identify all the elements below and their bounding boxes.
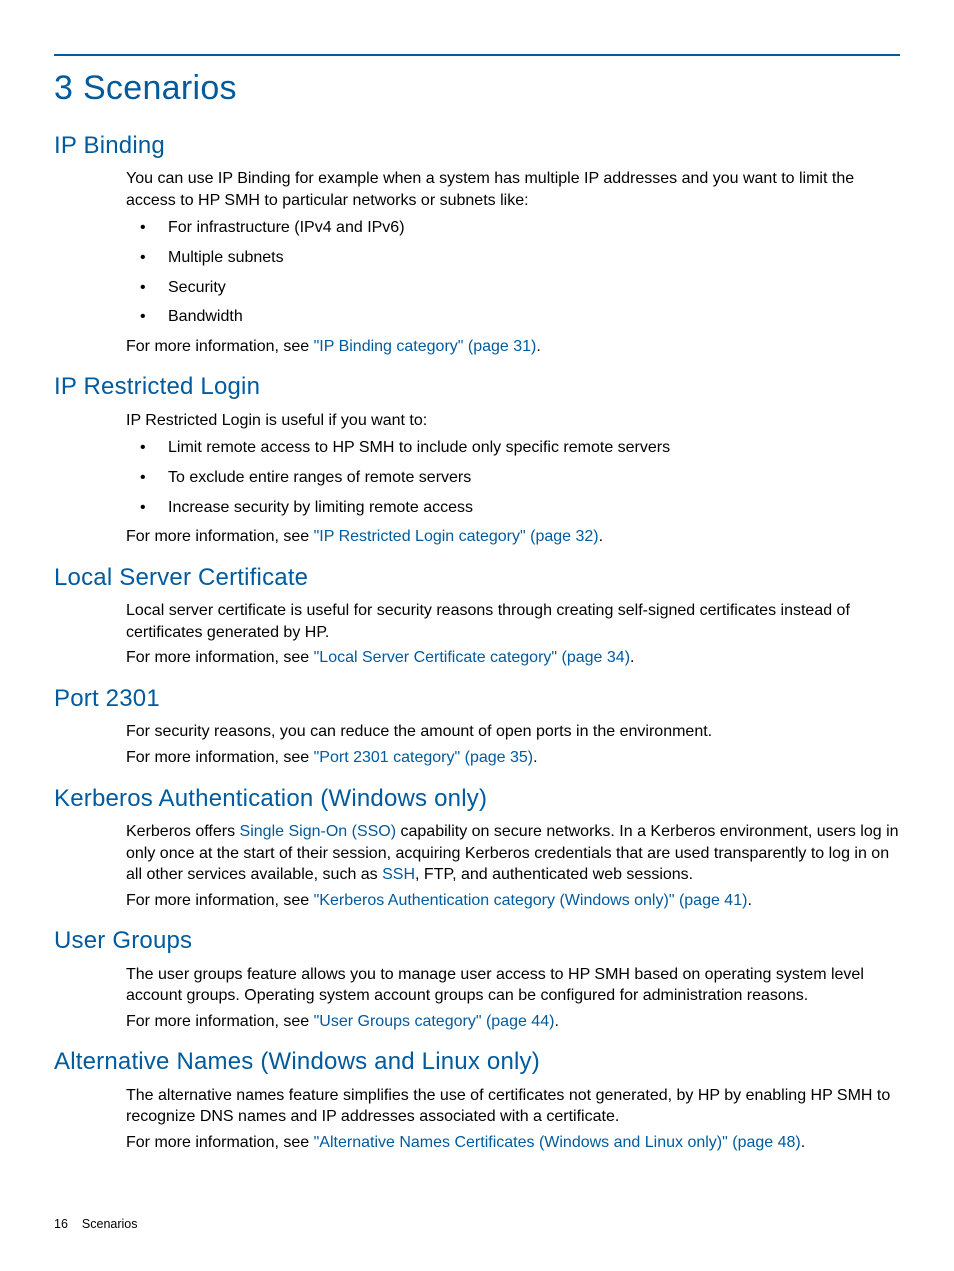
section-body-local-cert: Local server certificate is useful for s…	[126, 600, 900, 669]
more-suffix: .	[554, 1013, 558, 1030]
cross-ref-link[interactable]: "User Groups category" (page 44)	[314, 1013, 555, 1030]
bullet-list: For infrastructure (IPv4 and IPv6) Multi…	[126, 217, 900, 327]
section-body-ip-restricted: IP Restricted Login is useful if you wan…	[126, 410, 900, 548]
chapter-title: 3 Scenarios	[54, 54, 900, 112]
more-prefix: For more information, see	[126, 892, 314, 909]
glossary-link-sso[interactable]: Single Sign-On (SSO)	[240, 823, 397, 840]
more-info-line: For more information, see "IP Binding ca…	[126, 336, 900, 358]
bullet-list: Limit remote access to HP SMH to include…	[126, 437, 900, 518]
more-prefix: For more information, see	[126, 338, 314, 355]
list-item: Security	[126, 277, 900, 299]
more-info-line: For more information, see "Port 2301 cat…	[126, 747, 900, 769]
more-prefix: For more information, see	[126, 649, 314, 666]
more-info-line: For more information, see "Alternative N…	[126, 1132, 900, 1154]
section-heading-port-2301: Port 2301	[54, 683, 900, 715]
more-info-line: For more information, see "IP Restricted…	[126, 526, 900, 548]
page-container: 3 Scenarios IP Binding You can use IP Bi…	[0, 0, 954, 1271]
cross-ref-link[interactable]: "IP Restricted Login category" (page 32)	[314, 528, 599, 545]
intro-text: Kerberos offers Single Sign-On (SSO) cap…	[126, 821, 900, 886]
more-suffix: .	[801, 1134, 805, 1151]
more-info-line: For more information, see "Local Server …	[126, 647, 900, 669]
section-body-user-groups: The user groups feature allows you to ma…	[126, 964, 900, 1033]
cross-ref-link[interactable]: "Port 2301 category" (page 35)	[314, 749, 534, 766]
more-prefix: For more information, see	[126, 1134, 314, 1151]
list-item: To exclude entire ranges of remote serve…	[126, 467, 900, 489]
intro-text: For security reasons, you can reduce the…	[126, 721, 900, 743]
more-suffix: .	[599, 528, 603, 545]
intro-text: You can use IP Binding for example when …	[126, 168, 900, 211]
intro-text: Local server certificate is useful for s…	[126, 600, 900, 643]
section-body-alt-names: The alternative names feature simplifies…	[126, 1085, 900, 1154]
cross-ref-link[interactable]: "IP Binding category" (page 31)	[314, 338, 537, 355]
more-info-line: For more information, see "User Groups c…	[126, 1011, 900, 1033]
section-heading-user-groups: User Groups	[54, 925, 900, 957]
intro-text: IP Restricted Login is useful if you wan…	[126, 410, 900, 432]
cross-ref-link[interactable]: "Local Server Certificate category" (pag…	[314, 649, 630, 666]
footer-section-name: Scenarios	[82, 1217, 138, 1231]
more-suffix: .	[747, 892, 751, 909]
more-prefix: For more information, see	[126, 528, 314, 545]
section-heading-alt-names: Alternative Names (Windows and Linux onl…	[54, 1046, 900, 1078]
list-item: Multiple subnets	[126, 247, 900, 269]
cross-ref-link[interactable]: "Alternative Names Certificates (Windows…	[314, 1134, 801, 1151]
page-footer: 16 Scenarios	[54, 1216, 138, 1233]
glossary-link-ssh[interactable]: SSH	[382, 866, 415, 883]
intro-text: The user groups feature allows you to ma…	[126, 964, 900, 1007]
section-heading-kerberos: Kerberos Authentication (Windows only)	[54, 783, 900, 815]
section-body-kerberos: Kerberos offers Single Sign-On (SSO) cap…	[126, 821, 900, 911]
more-suffix: .	[630, 649, 634, 666]
page-number: 16	[54, 1217, 68, 1231]
more-suffix: .	[536, 338, 540, 355]
more-prefix: For more information, see	[126, 1013, 314, 1030]
section-heading-ip-binding: IP Binding	[54, 130, 900, 162]
more-suffix: .	[533, 749, 537, 766]
list-item: Limit remote access to HP SMH to include…	[126, 437, 900, 459]
text-fragment: , FTP, and authenticated web sessions.	[415, 866, 693, 883]
section-body-port-2301: For security reasons, you can reduce the…	[126, 721, 900, 768]
intro-text: The alternative names feature simplifies…	[126, 1085, 900, 1128]
more-prefix: For more information, see	[126, 749, 314, 766]
cross-ref-link[interactable]: "Kerberos Authentication category (Windo…	[314, 892, 748, 909]
list-item: Increase security by limiting remote acc…	[126, 497, 900, 519]
more-info-line: For more information, see "Kerberos Auth…	[126, 890, 900, 912]
list-item: Bandwidth	[126, 306, 900, 328]
section-heading-ip-restricted: IP Restricted Login	[54, 371, 900, 403]
list-item: For infrastructure (IPv4 and IPv6)	[126, 217, 900, 239]
text-fragment: Kerberos offers	[126, 823, 240, 840]
section-body-ip-binding: You can use IP Binding for example when …	[126, 168, 900, 357]
section-heading-local-cert: Local Server Certificate	[54, 562, 900, 594]
